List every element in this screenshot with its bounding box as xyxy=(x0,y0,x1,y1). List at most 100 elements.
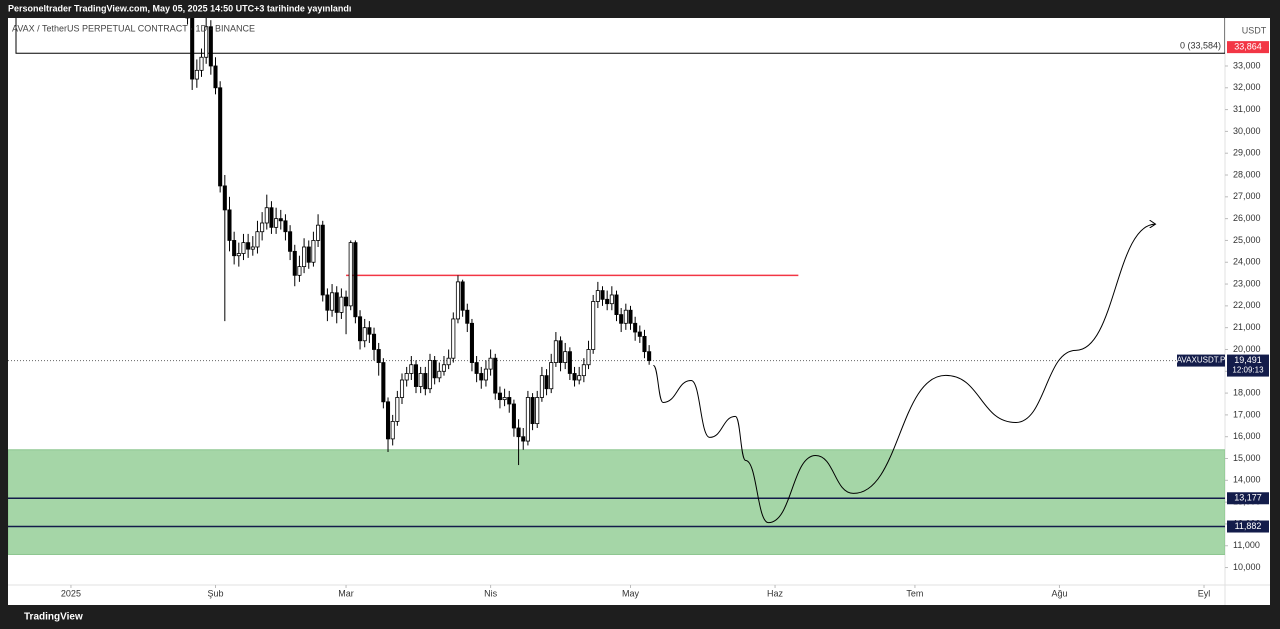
candle-body xyxy=(483,368,488,381)
candle-body xyxy=(633,322,638,333)
candle-body xyxy=(283,220,288,233)
x-tick-label: Ağu xyxy=(1051,588,1067,598)
candle-body xyxy=(549,362,554,390)
candle-body xyxy=(208,26,213,67)
candle-body xyxy=(316,224,321,241)
y-tick-label: 11,000 xyxy=(1233,540,1260,550)
candle-body xyxy=(385,401,391,440)
candle-body xyxy=(320,224,325,296)
last-price-name: AVAXUSDT.P xyxy=(1177,356,1226,365)
candle-body xyxy=(358,316,363,342)
candle-body xyxy=(647,351,652,361)
candle-body xyxy=(348,242,353,307)
candle-body xyxy=(455,281,460,320)
candle-body xyxy=(530,397,535,425)
x-tick-label: Şub xyxy=(207,588,223,598)
y-tick-label: 17,000 xyxy=(1233,409,1261,419)
x-tick-label: Mar xyxy=(338,588,354,598)
projection-path xyxy=(652,224,1155,524)
price-tag xyxy=(1227,41,1269,54)
countdown: 12:09:13 xyxy=(1232,366,1264,375)
candle-body xyxy=(441,364,447,372)
candle-body xyxy=(260,222,265,233)
y-tick-label: 22,000 xyxy=(1233,300,1261,310)
candle-body xyxy=(525,397,530,442)
candle-body xyxy=(539,375,544,398)
candle-body xyxy=(628,309,633,324)
candle-body xyxy=(446,357,451,366)
candle-body xyxy=(567,351,572,374)
last-price-label: 19,491 xyxy=(1234,355,1262,365)
candle-body xyxy=(623,309,628,324)
candle-body xyxy=(451,318,456,359)
y-tick-label: 15,000 xyxy=(1233,453,1261,463)
candle-body xyxy=(413,364,419,387)
y-tick-label: 18,000 xyxy=(1233,387,1261,397)
candle-body xyxy=(493,357,498,394)
candle-body xyxy=(409,364,414,374)
candle-body xyxy=(194,69,199,80)
support-zone xyxy=(8,449,1225,555)
x-tick-label: Eyl xyxy=(1198,588,1211,598)
y-tick-label: 33,000 xyxy=(1233,60,1261,70)
candle-body xyxy=(339,296,344,313)
candle-body xyxy=(330,292,335,311)
y-tick-label: 14,000 xyxy=(1233,475,1261,485)
candle-body xyxy=(502,397,507,401)
candle-body xyxy=(521,436,526,442)
candle-body xyxy=(577,375,582,381)
x-tick-label: May xyxy=(622,588,640,598)
box-level-label: 0 (33,584) xyxy=(1180,41,1221,51)
candle-body xyxy=(199,56,204,71)
price-tag-label: 33,864 xyxy=(1234,42,1262,52)
candle-body xyxy=(390,421,395,440)
y-tick-label: 21,000 xyxy=(1233,322,1261,332)
candle-body xyxy=(642,335,647,353)
candle-body xyxy=(241,242,246,254)
candle-body xyxy=(600,290,605,300)
candle-body xyxy=(264,207,269,224)
level-tag-label: 13,177 xyxy=(1234,493,1262,503)
y-tick-label: 25,000 xyxy=(1233,235,1261,245)
candle-body xyxy=(614,294,619,315)
y-tick-label: 32,000 xyxy=(1233,82,1261,92)
x-tick-label: Tem xyxy=(906,588,923,598)
candle-body xyxy=(507,397,512,405)
candle-body xyxy=(479,373,484,381)
candle-body xyxy=(255,231,260,248)
candle-body xyxy=(404,373,409,381)
candle-body xyxy=(353,242,358,318)
candle-body xyxy=(637,331,642,337)
y-unit: USDT xyxy=(1242,25,1267,35)
fib-box xyxy=(15,18,1225,54)
candle-body xyxy=(306,246,311,263)
candle-body xyxy=(460,281,465,311)
y-tick-label: 16,000 xyxy=(1233,431,1261,441)
candle-body xyxy=(232,240,237,257)
x-tick-label: 2025 xyxy=(61,588,81,598)
candle-body xyxy=(465,309,470,324)
candle-body xyxy=(311,240,316,263)
candle-body xyxy=(474,362,479,374)
footer: TradingView xyxy=(24,612,83,623)
candle-body xyxy=(572,373,577,381)
candle-body xyxy=(367,327,372,335)
candle-body xyxy=(278,218,283,222)
candle-body xyxy=(586,349,591,366)
candle-body xyxy=(227,209,232,241)
candle-body xyxy=(605,298,610,305)
candle-body xyxy=(297,266,302,276)
y-tick-label: 26,000 xyxy=(1233,213,1261,223)
y-tick-label: 31,000 xyxy=(1233,104,1261,114)
candle-body xyxy=(236,253,241,257)
candle-body xyxy=(563,351,568,363)
candle-body xyxy=(381,362,386,403)
level-tag xyxy=(1227,492,1269,505)
last-price-name-tag xyxy=(1177,354,1225,367)
candle-body xyxy=(423,373,428,390)
y-tick-label: 30,000 xyxy=(1233,126,1261,136)
candle-body xyxy=(344,296,349,307)
candle-body xyxy=(274,218,279,228)
candle-body xyxy=(511,403,516,429)
